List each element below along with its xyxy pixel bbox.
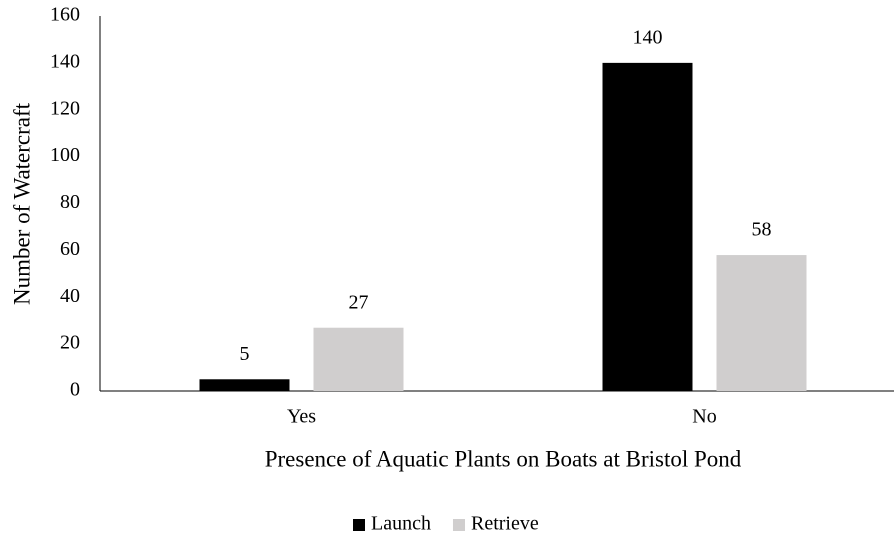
data-label: 5 <box>240 343 250 365</box>
data-label: 140 <box>633 26 663 48</box>
x-tick-label: Yes <box>287 406 316 428</box>
x-axis-label: Presence of Aquatic Plants on Boats at B… <box>265 446 742 471</box>
y-tick-label: 40 <box>60 285 80 307</box>
data-label: 27 <box>349 291 369 313</box>
legend-swatch <box>353 519 365 531</box>
y-tick-label: 60 <box>60 238 80 260</box>
bar <box>602 62 693 391</box>
y-axis-label: Number of Watercraft <box>9 102 34 305</box>
y-tick-label: 160 <box>50 4 80 26</box>
y-tick-label: 20 <box>60 332 80 354</box>
data-label: 58 <box>752 219 772 241</box>
y-tick-label: 100 <box>50 144 80 166</box>
x-tick-label: No <box>692 406 716 428</box>
bar <box>716 255 807 391</box>
bar <box>313 327 404 391</box>
legend-swatch <box>452 519 465 531</box>
y-tick-label: 140 <box>50 50 80 72</box>
legend-label: Retrieve <box>471 513 539 535</box>
bar <box>199 379 290 391</box>
y-tick-label: 0 <box>70 379 80 401</box>
y-tick-label: 80 <box>60 191 80 213</box>
y-tick-label: 120 <box>50 97 80 119</box>
legend-label: Launch <box>371 513 431 535</box>
